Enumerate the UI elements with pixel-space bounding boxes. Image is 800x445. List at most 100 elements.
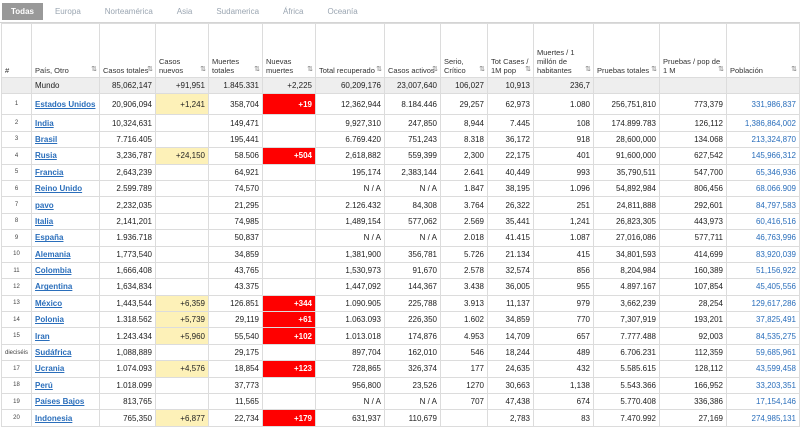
country-link[interactable]: España: [35, 233, 64, 243]
country-link[interactable]: México: [35, 298, 63, 308]
total-recovered-cell: 1.090.905: [315, 294, 385, 313]
deaths-per-m-cell: 1.087: [533, 229, 594, 247]
country-link[interactable]: Países Bajos: [35, 397, 85, 407]
active-cases-cell: 110,679: [384, 409, 441, 427]
total-tests-cell: 8,204,984: [593, 261, 660, 280]
table-row: 8 Italia 2,141,201 74,985 1,489,154 577,062 2.…: [1, 212, 800, 231]
header-total-deaths[interactable]: Muertes totales ⇅: [208, 23, 263, 78]
header-critical[interactable]: Serio, Crítico ⇅: [440, 23, 488, 78]
total-deaths-cell: 37,773: [208, 376, 263, 395]
header-active-cases[interactable]: Casos activos ⇅: [384, 23, 441, 78]
cases-per-m-cell: 24,635: [487, 360, 534, 378]
country-link[interactable]: Italia: [35, 216, 54, 226]
tab-oceanía[interactable]: Oceanía: [327, 6, 358, 16]
tab-europa[interactable]: Europa: [54, 6, 81, 16]
sort-icon[interactable]: ⇅: [651, 66, 657, 73]
sort-icon[interactable]: ⇅: [307, 66, 313, 73]
total-tests-cell: 26,823,305: [593, 212, 660, 231]
world-new-deaths: +2,225: [262, 76, 316, 95]
total-cases-cell: 1.318.562: [99, 311, 156, 329]
deaths-per-m-cell: 955: [533, 278, 594, 296]
country-link[interactable]: Alemania: [35, 249, 71, 259]
header-new-deaths[interactable]: Nuevas muertes ⇅: [262, 23, 316, 78]
total-recovered-cell: 12,362,944: [315, 93, 385, 116]
country-link[interactable]: Ucrania: [35, 364, 65, 374]
country-link[interactable]: Perú: [35, 380, 53, 390]
population-cell: 45,405,556: [726, 278, 800, 296]
deaths-per-m-cell: 770: [533, 311, 594, 329]
row-index: 1: [1, 93, 32, 116]
sort-icon[interactable]: ⇅: [432, 66, 438, 73]
new-deaths-cell: [262, 343, 316, 362]
country-link[interactable]: Brasil: [35, 134, 58, 144]
new-deaths-cell: +123: [262, 360, 316, 378]
country-link[interactable]: pavo: [35, 200, 54, 210]
tab-sudamerica[interactable]: Sudamerica: [216, 6, 260, 16]
new-deaths-cell: [262, 114, 316, 132]
sort-icon[interactable]: ⇅: [376, 66, 382, 73]
critical-cell: 1270: [440, 376, 488, 395]
tab-asia[interactable]: Asia: [176, 6, 193, 16]
new-cases-cell: +5,960: [155, 327, 209, 345]
country-link[interactable]: India: [35, 118, 54, 128]
continent-tabs: Todas Europa Norteamérica Asia Sudamerica Áfr…: [0, 0, 800, 23]
row-index: dieciséis: [1, 343, 32, 362]
active-cases-cell: 2,383,144: [384, 163, 441, 181]
tab-áfrica[interactable]: África: [283, 6, 304, 16]
country-link[interactable]: Iran: [35, 331, 50, 341]
new-deaths-cell: [262, 245, 316, 263]
population-cell: 83,920,039: [726, 245, 800, 263]
sort-icon[interactable]: ⇅: [718, 66, 724, 73]
country-link[interactable]: Sudáfrica: [35, 348, 72, 358]
sort-icon[interactable]: ⇅: [254, 66, 260, 73]
country-link[interactable]: Argentina: [35, 282, 73, 292]
total-tests-cell: 54,892,984: [593, 179, 660, 198]
header-rank[interactable]: #: [1, 23, 32, 78]
country-link[interactable]: Indonesia: [35, 413, 73, 423]
tests-per-m-cell: 160,389: [659, 261, 727, 280]
tests-per-m-cell: 443,973: [659, 212, 727, 231]
sort-icon[interactable]: ⇅: [525, 66, 531, 73]
header-total-cases[interactable]: Casos totales ⇅: [99, 23, 156, 78]
header-tests-per-m[interactable]: Pruebas / pop de 1 M ⇅: [659, 23, 727, 78]
country-link[interactable]: Francia: [35, 167, 64, 177]
total-recovered-cell: 897,704: [315, 343, 385, 362]
tab-todas[interactable]: Todas: [2, 2, 43, 20]
critical-cell: 4.953: [440, 327, 488, 345]
population-cell: 331,986,837: [726, 93, 800, 116]
sort-icon[interactable]: ⇅: [147, 66, 153, 73]
country-link[interactable]: Colombia: [35, 266, 72, 276]
total-deaths-cell: 34,859: [208, 245, 263, 263]
header-new-cases[interactable]: Casos nuevos ⇅: [155, 23, 209, 78]
new-deaths-cell: [262, 196, 316, 214]
total-cases-cell: 1.074.093: [99, 360, 156, 378]
header-total-tests[interactable]: Pruebas totales ⇅: [593, 23, 660, 78]
tab-norteamérica[interactable]: Norteamérica: [104, 6, 153, 16]
sort-icon[interactable]: ⇅: [200, 66, 206, 73]
country-link[interactable]: Estados Unidos: [35, 99, 96, 109]
deaths-per-m-cell: 489: [533, 343, 594, 362]
cases-per-m-cell: 35,441: [487, 212, 534, 231]
country-cell: Ucrania: [31, 360, 100, 378]
table-row: 4 Rusia 3,236,787 +24,150 58.506 +504 2,618,88…: [1, 147, 800, 165]
country-link[interactable]: Reino Unido: [35, 184, 83, 194]
sort-icon[interactable]: ⇅: [479, 66, 485, 73]
header-country[interactable]: País, Otro ⇅: [31, 23, 100, 78]
country-link[interactable]: Polonia: [35, 315, 64, 325]
total-cases-cell: 2,643,239: [99, 163, 156, 181]
country-link[interactable]: Rusia: [35, 151, 57, 161]
new-deaths-cell: +344: [262, 294, 316, 313]
tests-per-m-cell: 547,700: [659, 163, 727, 181]
sort-icon[interactable]: ⇅: [585, 66, 591, 73]
population-cell: 274,985,131: [726, 409, 800, 427]
sort-icon[interactable]: ⇅: [791, 66, 797, 73]
header-deaths-per-m[interactable]: Muertes / 1 millón de habitantes ⇅: [533, 23, 594, 78]
table-row: 15 Iran 1.243.434 +5,960 55,540 +102 1.013.018…: [1, 327, 800, 345]
header-cases-per-m[interactable]: Tot Cases / 1M pop ⇅: [487, 23, 534, 78]
header-population[interactable]: Población ⇅: [726, 23, 800, 78]
sort-icon[interactable]: ⇅: [91, 66, 97, 73]
tests-per-m-cell: 292,601: [659, 196, 727, 214]
header-total-recovered[interactable]: Total recuperado ⇅: [315, 23, 385, 78]
active-cases-cell: 751,243: [384, 130, 441, 149]
new-deaths-cell: +102: [262, 327, 316, 345]
